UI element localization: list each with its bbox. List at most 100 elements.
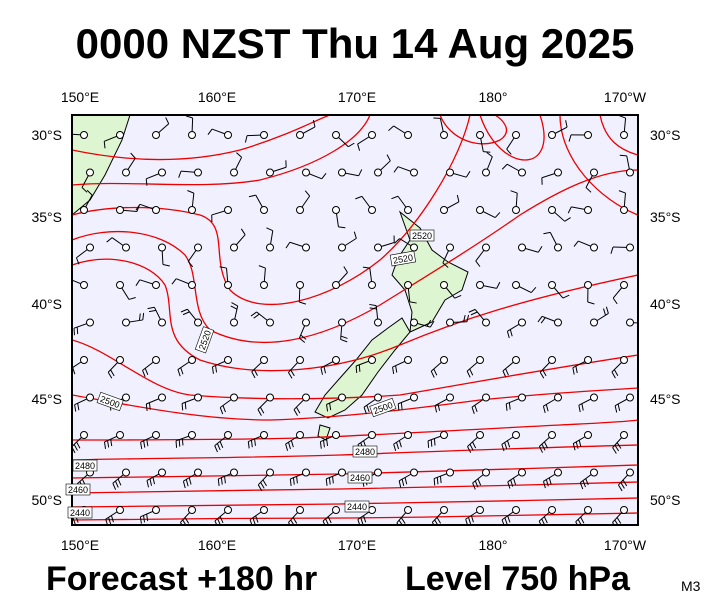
barb-feather <box>483 152 490 153</box>
station <box>231 394 238 401</box>
station <box>627 394 634 401</box>
station <box>159 469 166 476</box>
station <box>231 469 238 476</box>
station <box>267 469 274 476</box>
station <box>477 132 484 139</box>
station <box>621 207 628 214</box>
station <box>477 207 484 214</box>
station <box>87 169 94 176</box>
station <box>87 244 94 251</box>
barb-feather <box>434 479 435 486</box>
station <box>477 282 484 289</box>
station <box>261 282 268 289</box>
station <box>591 394 598 401</box>
barb-feather <box>431 440 432 447</box>
station <box>297 282 304 289</box>
lon-label-top: 160°E <box>198 89 236 105</box>
contour-label: 2460 <box>66 484 90 495</box>
barb-feather <box>440 476 441 483</box>
station <box>303 169 310 176</box>
station <box>441 432 448 439</box>
station <box>627 469 634 476</box>
station <box>477 507 484 514</box>
station <box>549 357 556 364</box>
barb-feather <box>185 402 186 409</box>
station <box>555 394 562 401</box>
lat-label-left: 45°S <box>31 391 62 407</box>
station <box>447 469 454 476</box>
station <box>585 282 592 289</box>
station <box>585 132 592 139</box>
station <box>585 357 592 364</box>
station <box>225 507 232 514</box>
station <box>627 169 634 176</box>
map: 150°E150°E160°E160°E170°E170°E180°180°17… <box>31 89 680 553</box>
station <box>333 207 340 214</box>
station <box>189 282 196 289</box>
lon-label-bottom: 170°E <box>338 537 376 553</box>
barb-feather <box>359 365 360 372</box>
station <box>411 394 418 401</box>
station <box>267 319 274 326</box>
station <box>375 469 382 476</box>
station <box>627 319 634 326</box>
station <box>483 394 490 401</box>
station <box>483 244 490 251</box>
station <box>483 469 490 476</box>
contour-label: 2520 <box>410 230 434 241</box>
station <box>297 432 304 439</box>
station <box>369 507 376 514</box>
contour-label: 2440 <box>345 501 369 512</box>
lon-label-bottom: 150°E <box>61 537 99 553</box>
station <box>405 357 412 364</box>
station <box>339 394 346 401</box>
forecast-label: Forecast +180 hr <box>46 560 317 598</box>
map-background <box>72 115 638 525</box>
station <box>189 432 196 439</box>
lon-label-top: 170°W <box>604 89 647 105</box>
station <box>117 207 124 214</box>
station <box>225 282 232 289</box>
station <box>549 432 556 439</box>
station <box>405 132 412 139</box>
station <box>405 207 412 214</box>
station <box>441 207 448 214</box>
station <box>153 207 160 214</box>
station <box>555 319 562 326</box>
station <box>513 282 520 289</box>
station <box>303 244 310 251</box>
station <box>621 132 628 139</box>
contour-label-text: 2440 <box>347 502 367 512</box>
barb-feather <box>644 317 646 324</box>
station <box>117 132 124 139</box>
station <box>369 132 376 139</box>
lat-label-right: 45°S <box>650 391 681 407</box>
station <box>627 244 634 251</box>
lon-label-bottom: 180° <box>479 537 508 553</box>
lat-label-right: 50°S <box>650 492 681 508</box>
station <box>555 469 562 476</box>
station <box>369 357 376 364</box>
barb-feather <box>74 328 75 335</box>
lat-label-left: 40°S <box>31 296 62 312</box>
station <box>591 169 598 176</box>
station <box>375 319 382 326</box>
lat-label-left: 50°S <box>31 492 62 508</box>
lat-label-left: 30°S <box>31 127 62 143</box>
station <box>585 507 592 514</box>
station <box>339 319 346 326</box>
station <box>231 319 238 326</box>
model-code: M3 <box>681 578 701 594</box>
station <box>297 207 304 214</box>
contour-label-text: 2480 <box>355 447 375 457</box>
station <box>87 394 94 401</box>
station <box>123 319 130 326</box>
station <box>441 132 448 139</box>
station <box>261 132 268 139</box>
station <box>621 432 628 439</box>
station <box>621 507 628 514</box>
station <box>591 319 598 326</box>
station <box>117 432 124 439</box>
station <box>195 469 202 476</box>
station <box>117 282 124 289</box>
